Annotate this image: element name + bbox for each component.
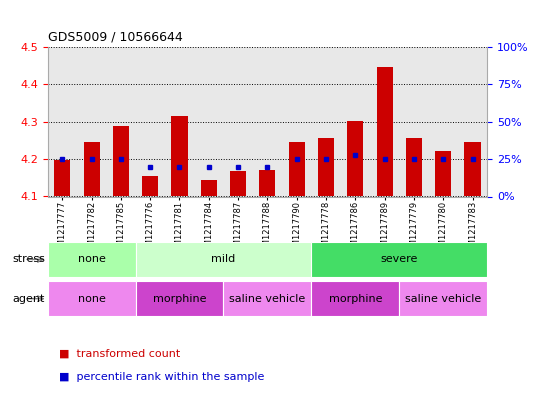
Text: saline vehicle: saline vehicle <box>229 294 306 304</box>
Text: none: none <box>78 294 105 304</box>
Text: saline vehicle: saline vehicle <box>405 294 482 304</box>
Text: stress: stress <box>12 254 45 264</box>
Bar <box>318 138 334 196</box>
Bar <box>54 160 71 196</box>
Bar <box>259 170 276 196</box>
Bar <box>406 138 422 196</box>
Bar <box>142 176 158 196</box>
Bar <box>464 142 480 196</box>
Bar <box>83 142 100 196</box>
Text: ■  percentile rank within the sample: ■ percentile rank within the sample <box>59 372 264 382</box>
Bar <box>288 142 305 196</box>
Text: severe: severe <box>381 254 418 264</box>
Bar <box>48 281 136 316</box>
Bar <box>223 281 311 316</box>
Bar <box>200 180 217 196</box>
Bar <box>435 151 451 196</box>
Text: none: none <box>78 254 105 264</box>
Bar <box>399 281 487 316</box>
Bar <box>311 281 399 316</box>
Bar <box>376 67 393 196</box>
Bar <box>136 281 223 316</box>
Bar <box>347 121 363 196</box>
Text: agent: agent <box>12 294 45 304</box>
Text: morphine: morphine <box>329 294 382 304</box>
Bar <box>311 242 487 277</box>
Bar <box>230 171 246 196</box>
Bar <box>48 242 136 277</box>
Text: GDS5009 / 10566644: GDS5009 / 10566644 <box>48 30 183 43</box>
Text: ■  transformed count: ■ transformed count <box>59 349 180 359</box>
Bar <box>171 116 188 196</box>
Bar <box>136 242 311 277</box>
Bar <box>113 125 129 196</box>
Text: mild: mild <box>211 254 236 264</box>
Text: morphine: morphine <box>153 294 206 304</box>
